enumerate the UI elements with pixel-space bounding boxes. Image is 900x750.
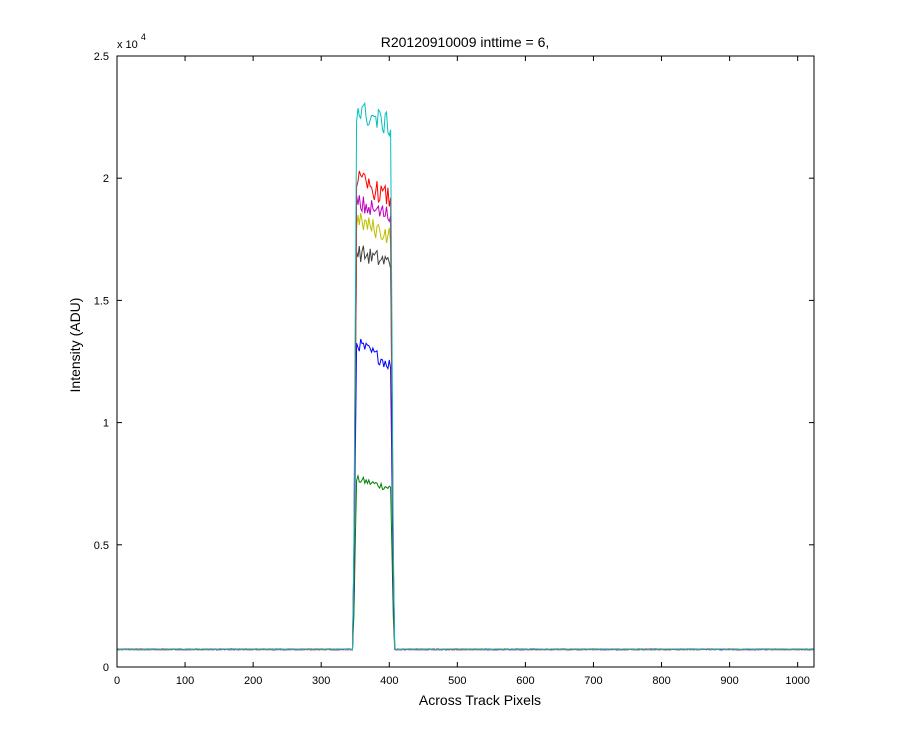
y-tick-label: 1.5 xyxy=(94,295,109,307)
y-axis-multiplier: x 10 4 xyxy=(117,32,146,51)
x-tick-label: 0 xyxy=(114,675,120,687)
y-tick-label: 0 xyxy=(103,662,109,674)
x-tick-label: 500 xyxy=(448,675,466,687)
chart-title: R20120910009 inttime = 6, xyxy=(381,34,550,50)
x-tick-label: 400 xyxy=(380,675,398,687)
x-tick-label: 800 xyxy=(652,675,670,687)
x-tick-label: 700 xyxy=(584,675,602,687)
x-tick-label: 900 xyxy=(720,675,738,687)
x-tick-label: 300 xyxy=(312,675,330,687)
x-axis-title: Across Track Pixels xyxy=(419,692,541,708)
x-tick-label: 100 xyxy=(176,675,194,687)
plot-area-frame xyxy=(116,55,815,668)
x-tick-label: 600 xyxy=(516,675,534,687)
series-line-7 xyxy=(116,101,815,651)
plot-area-background xyxy=(117,56,814,667)
y-tick-label: 1 xyxy=(103,418,109,430)
y-tick-label: 2.5 xyxy=(94,51,109,63)
y-tick-label: 2 xyxy=(103,173,109,185)
ticks-layer: 0 100 200 300 400 500 600 700 800 900 1000 0 0.5 1 1.5… xyxy=(94,51,814,687)
y-axis-title: Intensity (ADU) xyxy=(67,298,83,393)
x-tick-label: 200 xyxy=(244,675,262,687)
y-axis-multiplier-exponent: 4 xyxy=(141,32,146,42)
y-tick-label: 0.5 xyxy=(94,540,109,552)
y-axis-multiplier-base: x 10 xyxy=(117,39,138,51)
x-tick-label: 1000 xyxy=(785,675,809,687)
series-layer xyxy=(116,101,815,651)
